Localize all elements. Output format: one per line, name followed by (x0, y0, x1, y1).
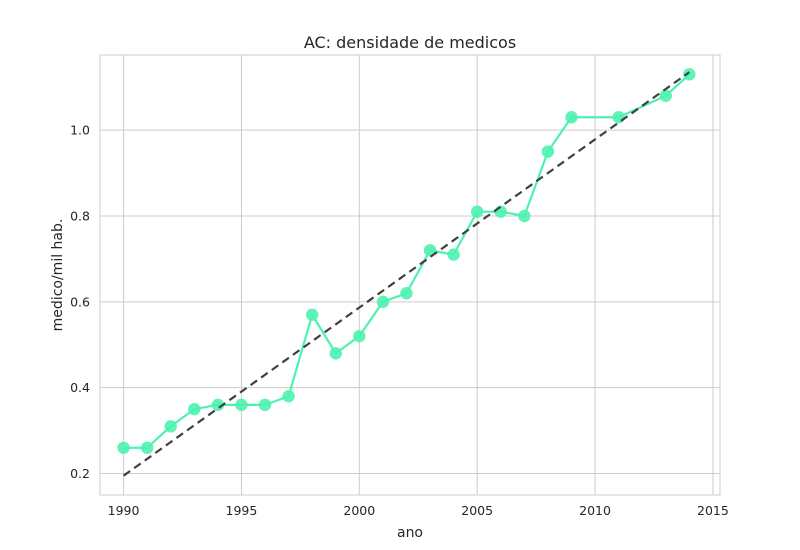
data-point (423, 244, 437, 257)
grid (100, 55, 720, 495)
data-point (329, 347, 342, 360)
data-point (447, 248, 460, 261)
data-point (376, 295, 390, 309)
data-point (188, 402, 201, 416)
x-tick-label: 2000 (343, 503, 375, 518)
data-point (258, 398, 272, 412)
trend-line (122, 71, 690, 477)
series (117, 68, 696, 477)
plot-area (99, 54, 721, 496)
data-point (683, 68, 696, 81)
y-tick-label: 0.4 (70, 380, 90, 395)
data-point (518, 209, 531, 223)
x-tick-label: 2005 (461, 503, 493, 518)
data-point (470, 205, 484, 218)
x-tick-label: 1995 (226, 503, 258, 518)
data-point (541, 145, 555, 158)
data-point (400, 287, 413, 300)
x-tick-label: 2015 (697, 503, 729, 518)
chart-title: AC: densidade de medicos (304, 33, 516, 52)
y-tick-label: 0.8 (70, 208, 90, 223)
y-tick-label: 1.0 (70, 123, 90, 138)
data-point (612, 111, 625, 124)
data-point (659, 89, 672, 102)
data-point (305, 308, 319, 321)
data-point (140, 441, 154, 454)
y-tick-label: 0.2 (70, 466, 90, 481)
data-point (235, 398, 248, 412)
data-point (211, 398, 225, 412)
tick-labels: 1990 1995 2000 2005 2010 2015 0.2 0.4 0.6 0.8 1.0 (70, 123, 729, 518)
x-axis-label: ano (397, 525, 423, 541)
data-point (353, 329, 366, 343)
data-point (565, 111, 578, 124)
data-point (164, 420, 177, 433)
data-point (117, 441, 130, 454)
data-point (282, 390, 295, 403)
x-tick-label: 2010 (579, 503, 611, 518)
x-tick-label: 1990 (108, 503, 140, 518)
y-tick-label: 0.6 (70, 294, 90, 309)
y-axis-label: medico/mil hab. (50, 219, 66, 332)
